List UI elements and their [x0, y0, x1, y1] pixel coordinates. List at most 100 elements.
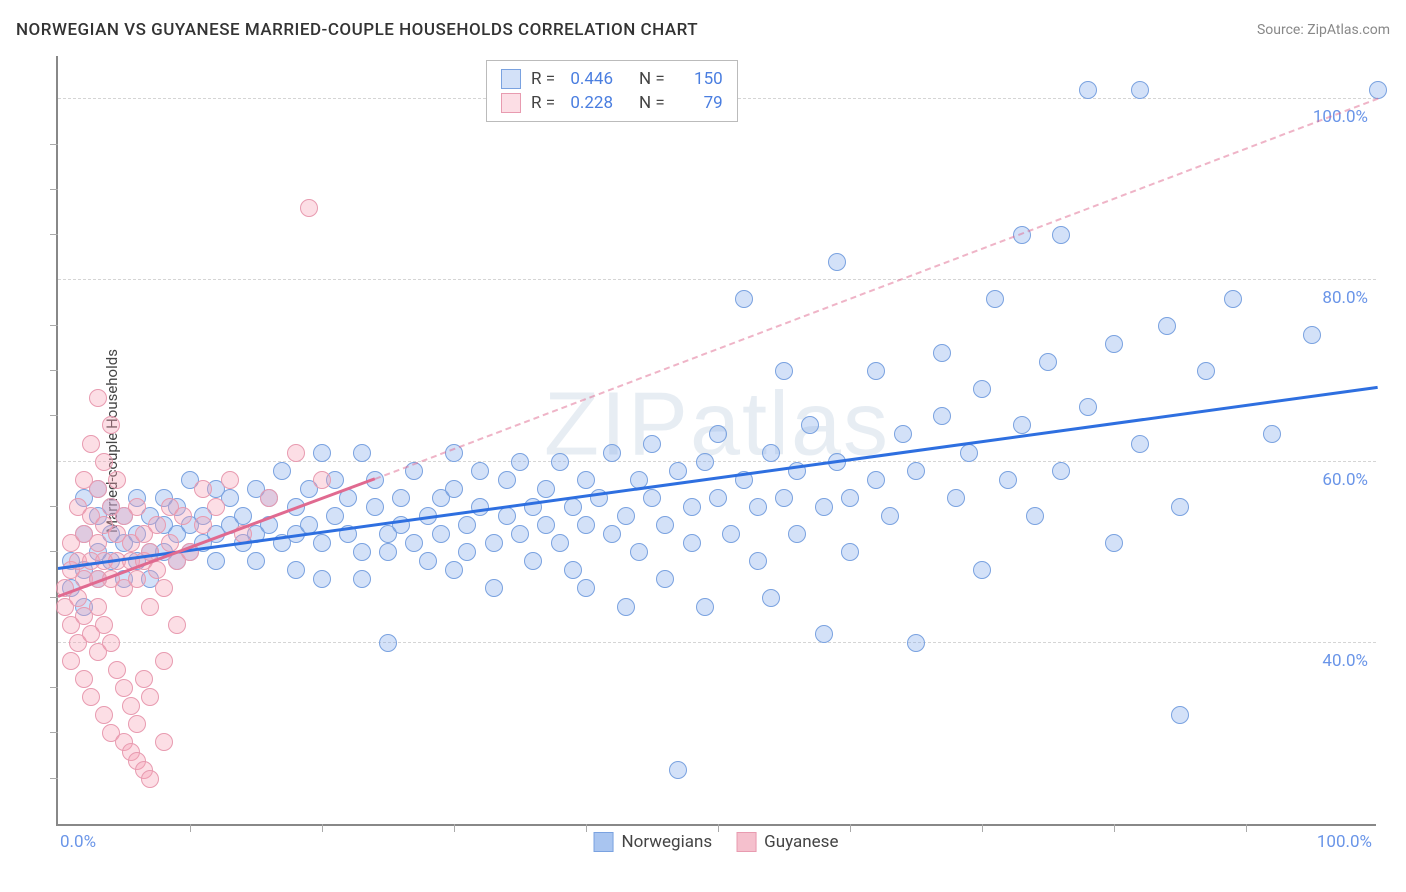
data-point	[643, 489, 661, 507]
data-point	[366, 498, 384, 516]
x-minor-tick	[982, 824, 983, 832]
stats-row: R =0.446N =150	[501, 67, 723, 91]
data-point	[108, 661, 126, 679]
gridline-h	[58, 642, 1376, 643]
r-value: 0.228	[565, 93, 613, 113]
data-point	[148, 516, 166, 534]
data-point	[867, 362, 885, 380]
data-point	[511, 453, 529, 471]
data-point	[353, 444, 371, 462]
data-point	[749, 552, 767, 570]
r-value: 0.446	[565, 69, 613, 89]
trend-line	[58, 386, 1378, 570]
data-point	[313, 534, 331, 552]
data-point	[392, 489, 410, 507]
y-minor-tick	[50, 234, 58, 235]
y-minor-tick	[50, 415, 58, 416]
y-tick-label: 60.0%	[1322, 470, 1368, 490]
data-point	[1105, 335, 1123, 353]
y-minor-tick	[50, 189, 58, 190]
data-point	[881, 507, 899, 525]
data-point	[775, 362, 793, 380]
trend-line-extrapolated	[374, 97, 1378, 479]
data-point	[485, 534, 503, 552]
data-point	[1052, 226, 1070, 244]
r-label: R =	[531, 69, 555, 89]
data-point	[669, 462, 687, 480]
data-point	[511, 525, 529, 543]
data-point	[300, 199, 318, 217]
data-point	[1158, 317, 1176, 335]
data-point	[564, 498, 582, 516]
data-point	[141, 688, 159, 706]
correlation-stats-legend: R =0.446N =150R =0.228N =79	[486, 60, 738, 122]
gridline-h	[58, 279, 1376, 280]
source-name: ZipAtlas.com	[1307, 22, 1390, 38]
data-point	[1131, 435, 1149, 453]
data-point	[135, 670, 153, 688]
y-minor-tick	[50, 506, 58, 507]
legend-swatch	[501, 93, 521, 113]
data-point	[999, 471, 1017, 489]
data-point	[986, 290, 1004, 308]
x-axis-max-label: 100.0%	[1317, 832, 1372, 852]
data-point	[815, 498, 833, 516]
data-point	[722, 525, 740, 543]
data-point	[564, 561, 582, 579]
data-point	[89, 598, 107, 616]
data-point	[788, 525, 806, 543]
data-point	[95, 706, 113, 724]
data-point	[1039, 353, 1057, 371]
data-point	[643, 435, 661, 453]
data-point	[313, 471, 331, 489]
data-point	[933, 344, 951, 362]
data-point	[577, 471, 595, 489]
legend-label: Norwegians	[622, 832, 713, 852]
data-point	[194, 480, 212, 498]
data-point	[313, 570, 331, 588]
data-point	[709, 489, 727, 507]
data-point	[62, 652, 80, 670]
data-point	[485, 579, 503, 597]
data-point	[630, 543, 648, 561]
data-point	[775, 489, 793, 507]
data-point	[537, 480, 555, 498]
data-point	[1079, 81, 1097, 99]
x-minor-tick	[586, 824, 587, 832]
data-point	[762, 444, 780, 462]
data-point	[102, 416, 120, 434]
data-point	[669, 761, 687, 779]
data-point	[603, 525, 621, 543]
source-attribution: Source: ZipAtlas.com	[1257, 22, 1390, 38]
data-point	[458, 516, 476, 534]
data-point	[1303, 326, 1321, 344]
x-minor-tick	[850, 824, 851, 832]
data-point	[907, 634, 925, 652]
n-label: N =	[639, 69, 665, 89]
data-point	[75, 670, 93, 688]
data-point	[95, 616, 113, 634]
data-point	[155, 579, 173, 597]
data-point	[326, 507, 344, 525]
r-label: R =	[531, 93, 555, 113]
x-minor-tick	[190, 824, 191, 832]
y-minor-tick	[50, 144, 58, 145]
data-point	[617, 598, 635, 616]
data-point	[234, 507, 252, 525]
data-point	[696, 453, 714, 471]
data-point	[524, 552, 542, 570]
data-point	[498, 507, 516, 525]
data-point	[194, 516, 212, 534]
data-point	[551, 534, 569, 552]
data-point	[498, 471, 516, 489]
scatter-chart: Married-couple Households ZIPatlas 40.0%…	[56, 56, 1376, 826]
data-point	[168, 616, 186, 634]
data-point	[1013, 416, 1031, 434]
data-point	[603, 444, 621, 462]
n-value: 79	[675, 93, 723, 113]
data-point	[128, 715, 146, 733]
data-point	[1224, 290, 1242, 308]
y-tick-label: 100.0%	[1313, 107, 1368, 127]
y-minor-tick	[50, 732, 58, 733]
legend-item: Norwegians	[594, 832, 713, 852]
